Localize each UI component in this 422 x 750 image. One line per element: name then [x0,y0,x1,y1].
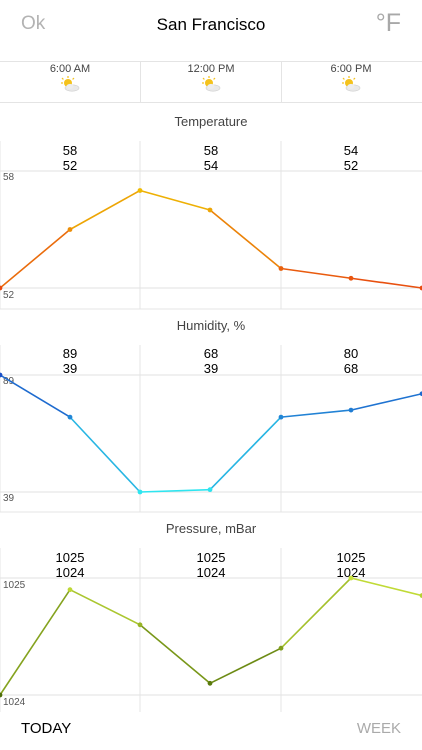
forecast-column: 12:00 PM [141,62,281,102]
temperature-range: 54 52 [281,143,421,173]
series-segment [0,228,71,289]
forecast-column: 6:00 PM [281,62,421,102]
temperature-axis-max: 58 [3,172,15,183]
top-bar: Ok San Francisco °F [0,0,422,52]
pressure-range: 1025 1024 [0,550,140,580]
temperature-range: 58 52 [0,143,140,173]
data-point [207,680,213,686]
forecast-column: 6:00 AM [0,62,140,102]
series-segment [280,267,352,280]
data-point [278,266,284,271]
partly-cloudy-sun-icon [141,76,281,97]
data-point [419,593,422,598]
column-divider [140,62,141,102]
humidity-title: Humidity, % [176,318,246,333]
data-point [278,645,284,651]
charts-canvas [0,141,422,712]
series-segment [69,416,141,493]
humidity-axis-max: 89 [3,376,15,387]
today-tab[interactable]: TODAY [21,720,72,737]
pressure-axis-min: 1024 [3,697,26,708]
data-point [348,407,354,413]
series-segment [350,577,422,597]
data-point [0,692,3,698]
forecast-time: 6:00 AM [49,63,91,75]
series-segment [209,647,282,685]
range-low: 54 [203,158,219,173]
data-point [67,414,73,420]
data-point [348,575,354,581]
series-segment [350,277,422,289]
temperature-axis-min: 52 [3,290,15,301]
series-segment [139,623,211,685]
range-low: 39 [62,361,78,376]
temperature-range: 58 54 [141,143,281,173]
range-low: 1024 [55,565,85,580]
range-low: 1024 [196,565,226,580]
bottom-bar: TODAY WEEK [0,712,422,750]
series-segment [209,209,282,270]
series-segment [0,374,71,418]
data-point [137,188,143,193]
range-high: 1025 [55,550,85,565]
series-segment [139,189,211,211]
range-low: 1024 [336,565,366,580]
data-point [419,285,422,291]
range-high: 1025 [196,550,226,565]
range-high: 68 [203,346,219,361]
column-divider [281,62,282,102]
data-point [0,372,3,378]
series-segment [0,588,71,696]
range-high: 1025 [336,550,366,565]
series-segment [69,588,141,626]
partly-cloudy-sun-icon [0,76,140,97]
forecast-time: 12:00 PM [187,63,235,75]
data-point [137,622,143,628]
pressure-axis-max: 1025 [3,580,26,591]
series-segment [209,416,282,491]
unit-toggle-button[interactable]: °F [375,9,401,37]
series-segment [280,577,352,650]
pressure-title: Pressure, mBar [165,521,257,536]
humidity-range: 89 39 [0,346,140,376]
series-segment [280,409,352,418]
data-point [137,489,143,495]
humidity-axis-min: 39 [3,493,15,504]
range-low: 68 [343,361,359,376]
series-segment [69,189,141,231]
pressure-range: 1025 1024 [281,550,421,580]
forecast-time: 6:00 PM [330,63,372,75]
range-high: 58 [62,143,78,158]
forecast-time-row: 6:00 AM 12:00 PM [0,61,422,103]
data-point [419,391,422,397]
data-point [207,487,213,493]
range-high: 80 [343,346,359,361]
humidity-range: 80 68 [281,346,421,376]
data-point [67,227,73,232]
data-point [207,207,213,213]
range-low: 39 [203,361,219,376]
data-point [67,587,73,593]
data-point [0,285,3,291]
data-point [278,414,284,420]
city-title: San Francisco [156,15,266,34]
range-low: 52 [343,158,359,173]
partly-cloudy-sun-icon [281,76,421,97]
range-high: 54 [343,143,359,158]
series-segment [139,488,211,493]
ok-button[interactable]: Ok [21,13,46,34]
temperature-title: Temperature [174,114,248,129]
series-segment [350,392,422,411]
pressure-range: 1025 1024 [141,550,281,580]
week-tab[interactable]: WEEK [356,720,401,737]
range-low: 52 [62,158,78,173]
range-high: 89 [62,346,78,361]
humidity-range: 68 39 [141,346,281,376]
data-point [348,275,354,281]
range-high: 58 [203,143,219,158]
